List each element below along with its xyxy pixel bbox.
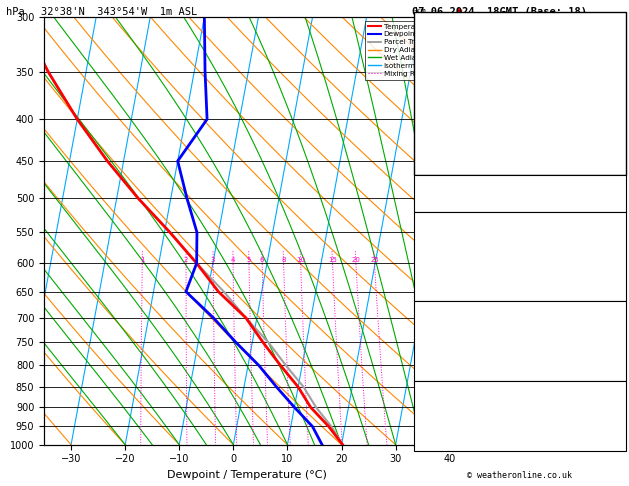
Text: K: K <box>416 176 422 186</box>
Legend: Temperature, Dewpoint, Parcel Trajectory, Dry Adiabat, Wet Adiabat, Isotherm, Mi: Temperature, Dewpoint, Parcel Trajectory… <box>365 20 446 80</box>
Text: 23: 23 <box>612 437 623 447</box>
Text: Dewp (°C): Dewp (°C) <box>416 238 468 246</box>
Text: 25: 25 <box>370 257 379 263</box>
Text: 25: 25 <box>612 176 623 186</box>
Text: LCL: LCL <box>452 424 466 433</box>
Text: CAPE (J): CAPE (J) <box>416 355 462 364</box>
Text: EH: EH <box>416 393 428 402</box>
Text: 39: 39 <box>612 189 623 198</box>
Text: 20.2: 20.2 <box>600 225 623 234</box>
Text: θₑ (K): θₑ (K) <box>416 327 451 336</box>
Text: hPa: hPa <box>6 7 25 17</box>
Text: © weatheronline.co.uk: © weatheronline.co.uk <box>467 471 572 480</box>
Text: 4: 4 <box>231 257 235 263</box>
Text: SREH: SREH <box>416 408 440 417</box>
Text: Temp (°C): Temp (°C) <box>416 225 468 234</box>
Text: 2.93: 2.93 <box>600 201 623 210</box>
Y-axis label: km
ASL: km ASL <box>530 220 548 242</box>
Text: StmSpd (kt): StmSpd (kt) <box>416 437 480 447</box>
Text: Lifted Index: Lifted Index <box>416 341 486 350</box>
Text: 2: 2 <box>184 257 188 263</box>
Text: 325: 325 <box>606 251 623 260</box>
Text: 325: 325 <box>606 327 623 336</box>
Text: 0: 0 <box>618 290 623 299</box>
Text: km
ASL: km ASL <box>415 7 431 27</box>
Text: Surface: Surface <box>500 216 540 226</box>
Text: 07.06.2024  18GMT (Base: 18): 07.06.2024 18GMT (Base: 18) <box>412 7 587 17</box>
Text: 0: 0 <box>618 368 623 377</box>
Text: 5: 5 <box>247 257 251 263</box>
Text: Totals Totals: Totals Totals <box>416 189 491 198</box>
Text: 1: 1 <box>618 341 623 350</box>
Text: 20: 20 <box>352 257 360 263</box>
Text: 123: 123 <box>606 277 623 286</box>
Text: 308°: 308° <box>600 423 623 432</box>
Text: 6: 6 <box>260 257 264 263</box>
Text: Lifted Index: Lifted Index <box>416 264 486 273</box>
Text: CIN (J): CIN (J) <box>416 290 457 299</box>
Text: Hodograph: Hodograph <box>494 384 546 394</box>
Text: 16.4: 16.4 <box>600 238 623 246</box>
X-axis label: Dewpoint / Temperature (°C): Dewpoint / Temperature (°C) <box>167 470 327 480</box>
Text: 15: 15 <box>328 257 337 263</box>
Text: 1013: 1013 <box>600 313 623 323</box>
Text: 123: 123 <box>606 355 623 364</box>
Text: PW (cm): PW (cm) <box>416 201 457 210</box>
Text: Mixing Ratio (g/kg): Mixing Ratio (g/kg) <box>484 209 493 295</box>
Text: 32°38'N  343°54'W  1m ASL: 32°38'N 343°54'W 1m ASL <box>41 7 197 17</box>
Text: Pressure (mb): Pressure (mb) <box>416 313 491 323</box>
Text: 1: 1 <box>140 257 145 263</box>
Text: 1: 1 <box>618 264 623 273</box>
Text: CIN (J): CIN (J) <box>416 368 457 377</box>
Text: 10: 10 <box>296 257 305 263</box>
Text: Most Unstable: Most Unstable <box>482 305 557 314</box>
Text: 14: 14 <box>612 408 623 417</box>
Text: StmDir: StmDir <box>416 423 451 432</box>
Text: 7: 7 <box>618 393 623 402</box>
Text: kt: kt <box>442 19 454 28</box>
Text: 8: 8 <box>281 257 286 263</box>
Text: CAPE (J): CAPE (J) <box>416 277 462 286</box>
Text: 3: 3 <box>211 257 215 263</box>
Text: θₑ(K): θₑ(K) <box>416 251 445 260</box>
